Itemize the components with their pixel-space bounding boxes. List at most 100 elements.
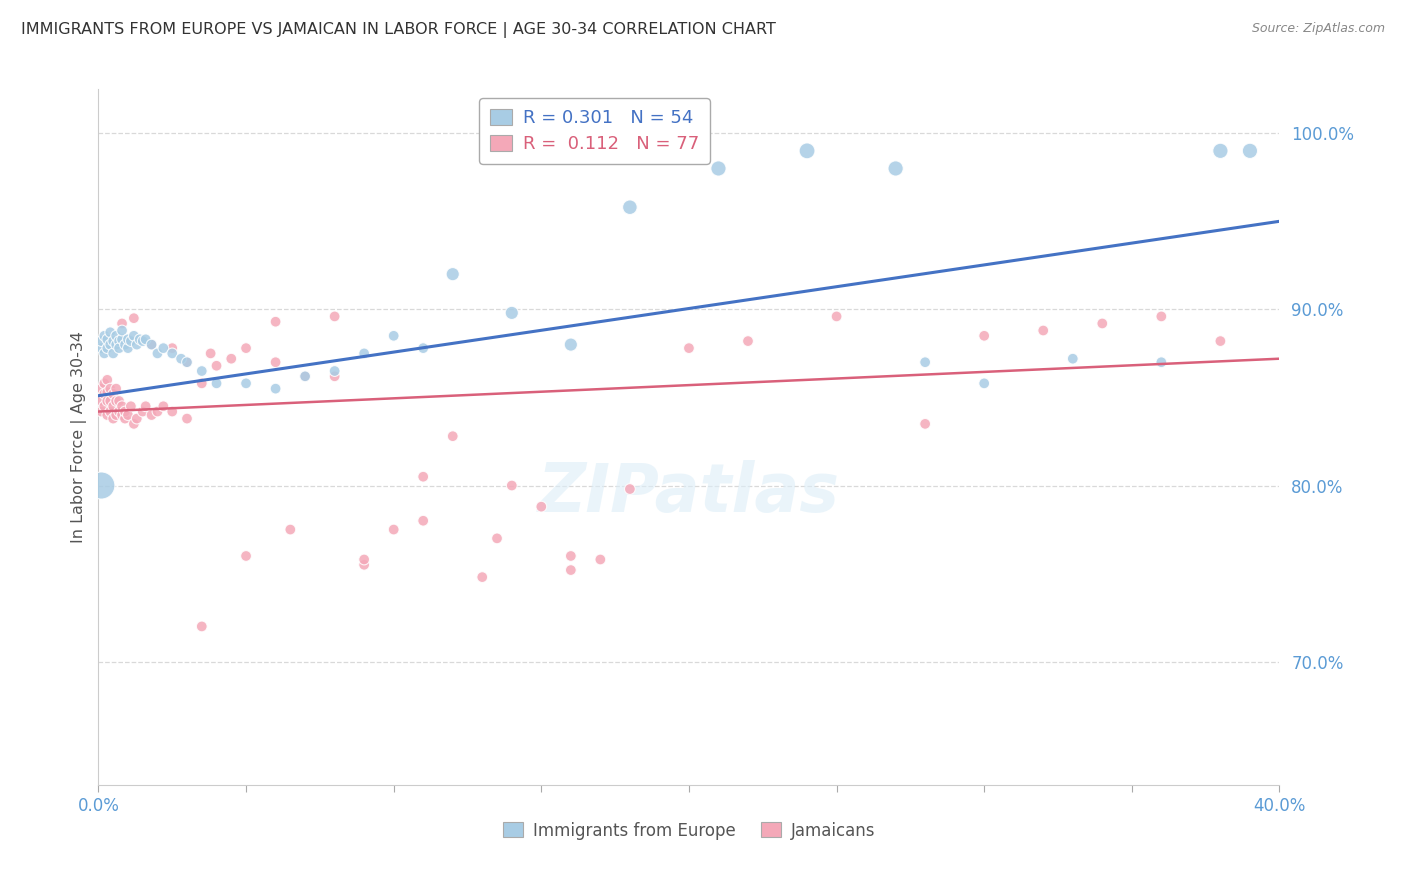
Point	[323, 364, 346, 378]
Point	[135, 399, 157, 413]
Point	[560, 563, 582, 577]
Point	[90, 394, 112, 409]
Point	[205, 359, 228, 373]
Point	[132, 334, 155, 348]
Point	[191, 364, 214, 378]
Point	[96, 341, 118, 355]
Point	[914, 417, 936, 431]
Point	[294, 369, 316, 384]
Point	[93, 376, 115, 391]
Point	[117, 408, 139, 422]
Point	[353, 346, 375, 360]
Text: IMMIGRANTS FROM EUROPE VS JAMAICAN IN LABOR FORCE | AGE 30-34 CORRELATION CHART: IMMIGRANTS FROM EUROPE VS JAMAICAN IN LA…	[21, 22, 776, 38]
Point	[280, 523, 302, 537]
Point	[105, 337, 128, 351]
Point	[471, 570, 494, 584]
Point	[560, 549, 582, 563]
Point	[707, 161, 730, 176]
Point	[973, 328, 995, 343]
Point	[560, 337, 582, 351]
Point	[353, 552, 375, 566]
Point	[111, 408, 134, 422]
Point	[170, 351, 193, 366]
Point	[98, 404, 121, 418]
Point	[412, 514, 434, 528]
Point	[93, 346, 115, 360]
Point	[103, 411, 125, 425]
Point	[191, 376, 214, 391]
Point	[382, 523, 405, 537]
Point	[122, 417, 145, 431]
Point	[176, 355, 198, 369]
Point	[382, 328, 405, 343]
Point	[96, 394, 118, 409]
Point	[108, 404, 131, 418]
Point	[141, 337, 163, 351]
Point	[1032, 324, 1054, 338]
Point	[589, 552, 612, 566]
Point	[176, 355, 198, 369]
Point	[486, 532, 509, 546]
Point	[678, 341, 700, 355]
Point	[103, 346, 125, 360]
Point	[108, 334, 131, 348]
Point	[825, 310, 848, 324]
Point	[93, 328, 115, 343]
Point	[619, 482, 641, 496]
Point	[90, 334, 112, 348]
Point	[128, 332, 150, 346]
Point	[264, 382, 287, 396]
Point	[737, 334, 759, 348]
Point	[501, 306, 523, 320]
Point	[176, 411, 198, 425]
Point	[120, 399, 142, 413]
Point	[111, 324, 134, 338]
Point	[191, 619, 214, 633]
Point	[141, 408, 163, 422]
Point	[221, 351, 243, 366]
Point	[146, 346, 169, 360]
Point	[96, 332, 118, 346]
Point	[530, 500, 553, 514]
Point	[96, 408, 118, 422]
Point	[111, 317, 134, 331]
Point	[111, 399, 134, 413]
Point	[1150, 310, 1173, 324]
Point	[108, 341, 131, 355]
Point	[108, 394, 131, 409]
Point	[114, 337, 136, 351]
Point	[120, 334, 142, 348]
Point	[441, 267, 464, 281]
Point	[1239, 144, 1261, 158]
Y-axis label: In Labor Force | Age 30-34: In Labor Force | Age 30-34	[72, 331, 87, 543]
Point	[105, 408, 128, 422]
Point	[90, 382, 112, 396]
Point	[96, 373, 118, 387]
Point	[412, 469, 434, 483]
Point	[200, 346, 222, 360]
Point	[162, 404, 183, 418]
Point	[90, 404, 112, 418]
Point	[117, 332, 139, 346]
Point	[205, 376, 228, 391]
Point	[114, 404, 136, 418]
Point	[235, 549, 257, 563]
Point	[90, 478, 112, 492]
Point	[125, 337, 148, 351]
Point	[973, 376, 995, 391]
Point	[135, 332, 157, 346]
Point	[152, 341, 174, 355]
Point	[162, 341, 183, 355]
Point	[93, 387, 115, 401]
Point	[103, 387, 125, 401]
Point	[103, 399, 125, 413]
Point	[884, 161, 907, 176]
Point	[122, 311, 145, 326]
Point	[117, 341, 139, 355]
Point	[412, 341, 434, 355]
Point	[353, 558, 375, 572]
Point	[132, 404, 155, 418]
Point	[141, 337, 163, 351]
Legend: Immigrants from Europe, Jamaicans: Immigrants from Europe, Jamaicans	[496, 815, 882, 847]
Point	[98, 394, 121, 409]
